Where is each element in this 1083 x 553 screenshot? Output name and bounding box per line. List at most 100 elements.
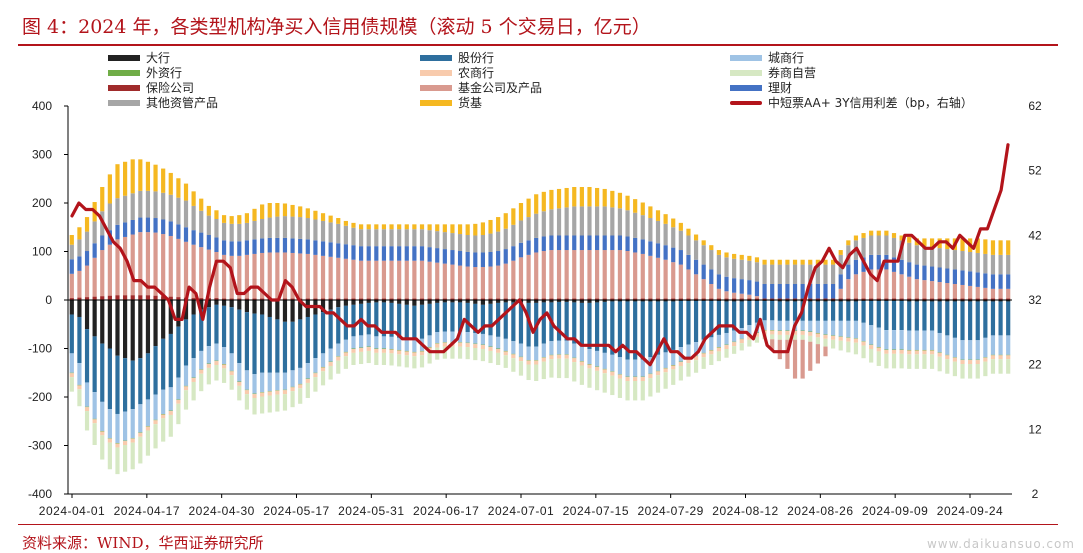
bar-segment	[252, 374, 257, 394]
bar-segment	[732, 278, 737, 293]
bar-segment	[815, 320, 820, 333]
bar-segment	[739, 343, 744, 351]
bar-segment	[815, 337, 820, 345]
bar-segment	[808, 301, 813, 321]
y2-tick-label: 22	[1028, 358, 1042, 372]
bar-segment	[838, 298, 843, 300]
x-tick-label: 2024-07-15	[563, 504, 629, 518]
bar-segment	[876, 235, 881, 255]
bar-segment	[861, 233, 866, 238]
bar-segment	[541, 211, 546, 237]
bar-segment	[511, 358, 516, 372]
bar-segment	[450, 302, 455, 332]
bar-segment	[130, 360, 135, 410]
bar-segment	[595, 366, 600, 367]
bar-segment	[693, 355, 699, 357]
bar-segment	[572, 250, 577, 299]
bar-segment	[534, 237, 539, 253]
bar-segment	[671, 298, 676, 300]
bar-segment	[221, 364, 227, 365]
bar-segment	[534, 194, 539, 214]
bar-segment	[511, 260, 516, 299]
bar-segment	[693, 240, 699, 260]
bar-segment	[320, 366, 326, 368]
bar-segment	[351, 227, 356, 246]
bar-segment	[648, 218, 653, 242]
bar-segment	[168, 300, 173, 334]
bar-segment	[237, 255, 242, 299]
bar-segment	[655, 370, 661, 372]
bar-segment	[100, 435, 105, 460]
bar-segment	[115, 198, 120, 225]
bar-segment	[899, 235, 904, 241]
bar-segment	[610, 235, 615, 251]
bar-segment	[123, 411, 128, 441]
bar-segment	[792, 331, 798, 335]
bar-segment	[846, 300, 851, 302]
bar-segment	[1006, 355, 1011, 360]
bar-segment	[625, 195, 630, 211]
bar-segment	[480, 235, 485, 253]
bar-segment	[442, 302, 447, 332]
bar-segment	[397, 349, 402, 351]
bar-segment	[419, 300, 425, 305]
bar-segment	[343, 300, 348, 306]
bar-segment	[983, 357, 988, 362]
bar-segment	[343, 339, 348, 352]
bar-segment	[123, 195, 128, 223]
bar-segment	[693, 342, 699, 356]
bar-segment	[747, 339, 752, 347]
bar-segment	[808, 331, 813, 333]
bar-segment	[869, 254, 874, 270]
bar-segment	[617, 192, 623, 209]
bar-segment	[191, 377, 196, 379]
bar-segment	[663, 367, 668, 369]
bar-segment	[914, 330, 919, 350]
bar-segment	[1006, 254, 1011, 275]
bar-segment	[526, 298, 531, 300]
bar-segment	[374, 260, 379, 299]
x-tick-label: 2024-05-31	[338, 504, 404, 518]
bar-segment	[290, 386, 295, 388]
bar-segment	[640, 359, 645, 377]
bar-segment	[260, 314, 265, 373]
bar-segment	[252, 253, 257, 299]
bar-segment	[975, 300, 980, 302]
bar-segment	[305, 316, 310, 364]
bar-segment	[853, 300, 859, 302]
bar-segment	[792, 298, 798, 300]
bar-segment	[770, 330, 775, 335]
bar-segment	[747, 280, 752, 295]
bar-segment	[648, 241, 653, 256]
bar-segment	[336, 343, 341, 357]
bar-segment	[214, 360, 219, 362]
bar-segment	[587, 187, 592, 207]
bar-segment	[983, 298, 988, 300]
bar-segment	[84, 411, 90, 431]
bar-segment	[808, 259, 813, 265]
bar-segment	[480, 298, 485, 300]
bar-segment	[107, 244, 112, 296]
bar-segment	[556, 301, 562, 341]
bar-segment	[419, 229, 425, 247]
bar-segment	[770, 330, 775, 331]
bar-segment	[138, 300, 143, 359]
bar-segment	[84, 251, 90, 266]
bar-segment	[617, 208, 623, 236]
bar-segment	[693, 274, 699, 299]
bar-segment	[655, 257, 661, 299]
bar-segment	[655, 298, 661, 300]
bar-segment	[876, 347, 881, 348]
bar-segment	[610, 375, 615, 396]
bar-segment	[739, 339, 744, 344]
bar-segment	[381, 300, 387, 303]
bar-segment	[549, 359, 554, 378]
bar-segment	[260, 392, 265, 393]
bar-segment	[724, 345, 729, 349]
bar-segment	[389, 349, 394, 354]
bar-segment	[412, 339, 417, 352]
bar-segment	[366, 350, 371, 364]
bar-segment	[168, 333, 173, 388]
bar-segment	[84, 300, 90, 330]
bar-segment	[107, 203, 112, 231]
